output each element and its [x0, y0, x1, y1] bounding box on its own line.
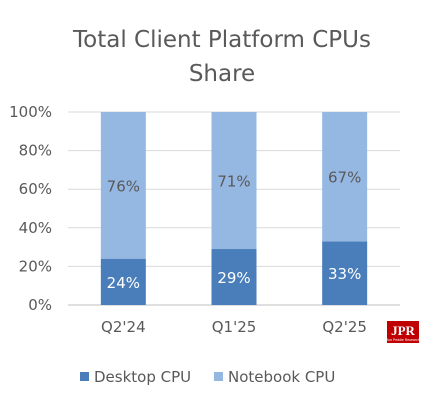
- bar-notebook-cpu: [211, 112, 257, 250]
- data-label: 67%: [328, 169, 361, 187]
- bar-notebook-cpu: [100, 112, 146, 259]
- x-tick-label: Q1'25: [212, 318, 257, 336]
- x-tick-label: Q2'25: [322, 318, 367, 336]
- data-label: 33%: [328, 265, 361, 283]
- data-label: 24%: [107, 274, 140, 292]
- x-tick-label: Q2'24: [101, 318, 146, 336]
- legend-label: Notebook CPU: [228, 368, 335, 386]
- bar-notebook-cpu: [322, 112, 368, 242]
- chart-title-line-2: Share: [189, 61, 255, 87]
- bar-desktop-cpu: [100, 258, 146, 305]
- data-label: 29%: [217, 269, 250, 287]
- data-label: 76%: [107, 177, 140, 195]
- y-tick-label: 60%: [19, 180, 52, 198]
- bar-desktop-cpu: [322, 241, 368, 305]
- logo-subtext: Jon Peddie Research: [386, 338, 420, 342]
- logo-box: [387, 321, 419, 343]
- y-tick-label: 20%: [19, 257, 52, 275]
- data-labels: 24% 76% 29% 71% 33% 67%: [107, 169, 362, 292]
- y-tick-label: 100%: [9, 103, 52, 121]
- data-label: 71%: [217, 173, 250, 191]
- y-tick-label: 80%: [19, 142, 52, 160]
- y-tick-label: 0%: [28, 296, 52, 314]
- y-tick-label: 40%: [19, 219, 52, 237]
- jpr-logo: JPR Jon Peddie Research: [386, 321, 420, 343]
- legend: Desktop CPU Notebook CPU: [80, 368, 335, 386]
- bars: [100, 112, 368, 305]
- chart-title: Total Client Platform CPUs Share: [72, 27, 371, 87]
- y-axis: 0% 20% 40% 60% 80% 100%: [9, 103, 52, 314]
- legend-label: Desktop CPU: [94, 368, 191, 386]
- legend-swatch: [214, 372, 223, 381]
- legend-swatch: [80, 372, 89, 381]
- bar-desktop-cpu: [211, 249, 257, 305]
- logo-text: JPR: [391, 323, 415, 338]
- x-axis: Q2'24 Q1'25 Q2'25: [101, 318, 367, 336]
- chart-title-line-1: Total Client Platform CPUs: [72, 27, 371, 53]
